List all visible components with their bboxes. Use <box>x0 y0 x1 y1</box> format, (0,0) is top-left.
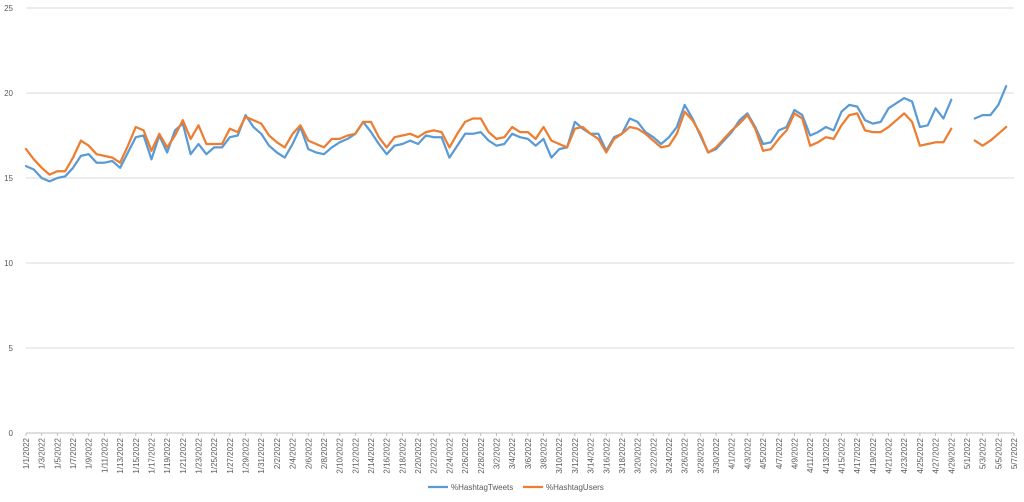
x-tick-label: 1/17/2022 <box>147 437 156 473</box>
x-tick-label: 3/22/2022 <box>649 437 658 473</box>
y-tick-label: 20 <box>4 89 13 98</box>
x-tick-label: 3/6/2022 <box>524 437 533 469</box>
x-tick-label: 4/13/2022 <box>822 437 831 473</box>
legend: %HashtagTweets %HashtagUsers <box>428 483 604 492</box>
x-tick-label: 3/8/2022 <box>540 437 549 469</box>
x-tick-label: 1/7/2022 <box>69 437 78 469</box>
x-tick-label: 4/23/2022 <box>900 437 909 473</box>
x-tick-label: 4/25/2022 <box>916 437 925 473</box>
x-tick-label: 1/3/2022 <box>38 437 47 469</box>
x-tick-label: 3/24/2022 <box>665 437 674 473</box>
x-tick-label: 3/4/2022 <box>508 437 517 469</box>
x-tick-label: 4/29/2022 <box>947 437 956 473</box>
x-tick-label: 2/4/2022 <box>289 437 298 469</box>
x-tick-label: 5/1/2022 <box>963 437 972 469</box>
x-tick-label: 5/5/2022 <box>994 437 1003 469</box>
x-tick-label: 5/7/2022 <box>1010 437 1019 469</box>
legend-label: %HashtagTweets <box>451 483 513 492</box>
y-tick-label: 10 <box>4 259 13 268</box>
x-tick-label: 4/21/2022 <box>885 437 894 473</box>
x-tick-label: 4/1/2022 <box>728 437 737 469</box>
x-tick-label: 3/26/2022 <box>681 437 690 473</box>
x-tick-label: 4/19/2022 <box>869 437 878 473</box>
x-tick-label: 2/10/2022 <box>336 437 345 473</box>
y-tick-label: 25 <box>4 4 13 13</box>
x-tick-label: 1/27/2022 <box>226 437 235 473</box>
x-tick-label: 4/27/2022 <box>932 437 941 473</box>
x-tick-label: 4/17/2022 <box>853 437 862 473</box>
x-tick-label: 2/28/2022 <box>477 437 486 473</box>
x-tick-label: 2/26/2022 <box>461 437 470 473</box>
x-tick-label: 2/12/2022 <box>351 437 360 473</box>
x-tick-label: 1/23/2022 <box>195 437 204 473</box>
x-tick-label: 1/19/2022 <box>163 437 172 473</box>
y-axis-tick-labels: 0 5 10 15 20 25 <box>4 4 13 438</box>
series-line-hashtag-tweets <box>24 85 1008 183</box>
x-tick-label: 1/13/2022 <box>116 437 125 473</box>
x-tick-label: 3/2/2022 <box>492 437 501 469</box>
x-tick-label: 1/11/2022 <box>100 437 109 473</box>
x-tick-label: 3/30/2022 <box>712 437 721 473</box>
x-tick-label: 4/7/2022 <box>775 437 784 469</box>
legend-label: %HashtagUsers <box>546 483 604 492</box>
x-tick-label: 3/18/2022 <box>618 437 627 473</box>
x-tick-label: 5/3/2022 <box>979 437 988 469</box>
x-tick-label: 3/20/2022 <box>634 437 643 473</box>
x-tick-label: 1/5/2022 <box>53 437 62 469</box>
x-tick-label: 2/18/2022 <box>398 437 407 473</box>
y-tick-label: 0 <box>9 429 14 438</box>
x-tick-label: 2/2/2022 <box>273 437 282 469</box>
x-tick-label: 3/16/2022 <box>602 437 611 473</box>
x-tick-label: 2/24/2022 <box>445 437 454 473</box>
x-tick-label: 2/20/2022 <box>414 437 423 473</box>
y-tick-label: 5 <box>9 344 14 353</box>
x-tick-label: 4/5/2022 <box>759 437 768 469</box>
series-line-hashtag-users <box>24 110 1008 176</box>
x-tick-label: 2/16/2022 <box>383 437 392 473</box>
gridlines <box>26 7 1014 349</box>
x-tick-label: 2/14/2022 <box>367 437 376 473</box>
x-tick-label: 4/15/2022 <box>837 437 846 473</box>
x-tick-label: 3/28/2022 <box>696 437 705 473</box>
x-tick-label: 1/9/2022 <box>85 437 94 469</box>
x-tick-label: 3/12/2022 <box>571 437 580 473</box>
x-tick-label: 1/1/2022 <box>22 437 31 469</box>
series-lines <box>24 85 1008 183</box>
x-axis-tick-labels: 1/1/2022 1/3/2022 1/5/2022 1/7/2022 1/9/2022… <box>22 433 1019 474</box>
x-tick-label: 1/29/2022 <box>242 437 251 473</box>
x-tick-label: 4/3/2022 <box>743 437 752 469</box>
y-tick-label: 15 <box>4 174 13 183</box>
x-tick-label: 2/8/2022 <box>320 437 329 469</box>
x-tick-label: 1/25/2022 <box>210 437 219 473</box>
x-tick-label: 1/21/2022 <box>179 437 188 473</box>
x-tick-label: 4/9/2022 <box>790 437 799 469</box>
x-tick-label: 4/11/2022 <box>806 437 815 473</box>
x-tick-label: 1/31/2022 <box>257 437 266 473</box>
x-tick-label: 1/15/2022 <box>132 437 141 473</box>
x-tick-label: 3/14/2022 <box>587 437 596 473</box>
x-tick-label: 2/6/2022 <box>304 437 313 469</box>
x-tick-label: 3/10/2022 <box>555 437 564 473</box>
x-tick-label: 2/22/2022 <box>430 437 439 473</box>
